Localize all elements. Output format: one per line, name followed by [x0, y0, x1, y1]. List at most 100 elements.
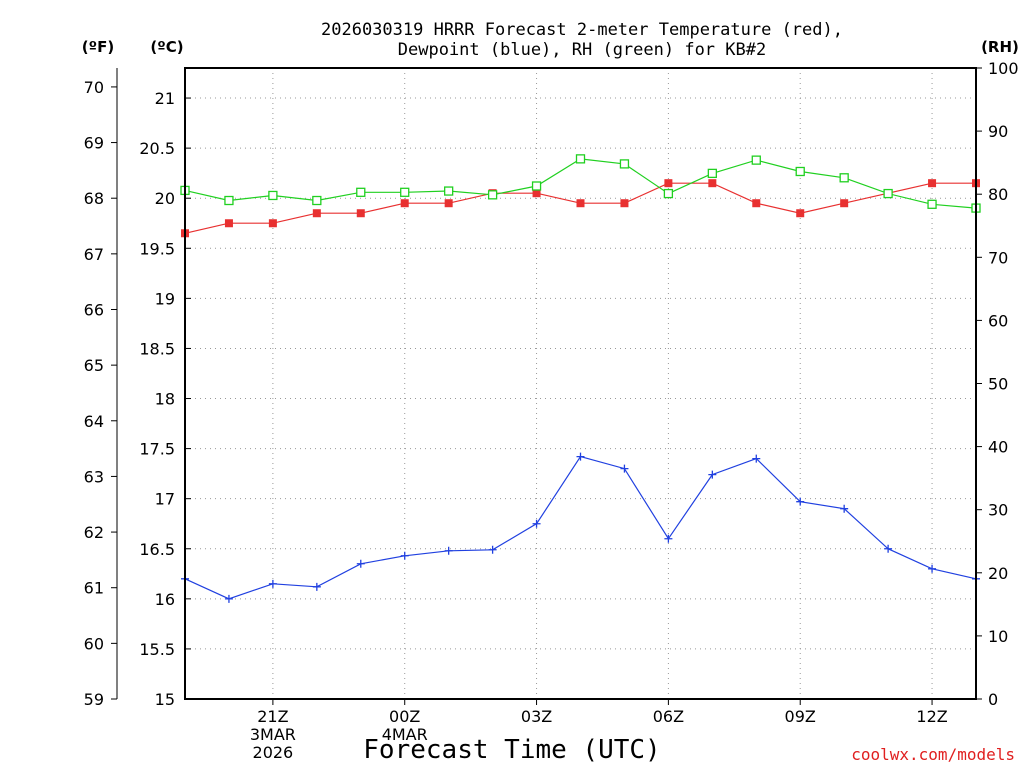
fahrenheit-tick-label: 66: [84, 300, 104, 319]
temperature-point: [752, 199, 761, 208]
dewpoint-point: [312, 582, 321, 591]
temperature-point: [312, 209, 321, 218]
rh-tick-label: 40: [988, 438, 1008, 457]
temperature-point: [400, 199, 409, 208]
temperature-point: [708, 179, 717, 188]
dewpoint-point: [356, 559, 365, 568]
temperature-point: [928, 179, 937, 188]
fahrenheit-tick-label: 65: [84, 356, 104, 375]
chart-title-line2: Dewpoint (blue), RH (green) for KB#2: [398, 40, 766, 60]
plot-frame: [184, 67, 977, 700]
rh-point: [400, 187, 410, 197]
celsius-tick-label: 21: [155, 89, 175, 108]
x-tick-label: 21Z: [257, 707, 288, 726]
x-tick-label: 12Z: [916, 707, 947, 726]
rh-unit-label: (RH): [981, 38, 1019, 56]
chart-title-line1: 2026030319 HRRR Forecast 2-meter Tempera…: [321, 20, 843, 40]
dewpoint-point: [620, 464, 629, 473]
dewpoint-point: [796, 497, 805, 506]
rh-tick-label: 60: [988, 311, 1008, 330]
x-tick-label: 4MAR: [382, 725, 428, 744]
x-tick-label: 3MAR: [250, 725, 296, 744]
temperature-point: [796, 209, 805, 218]
celsius-tick-label: 16.5: [139, 540, 175, 559]
temperature-point: [356, 209, 365, 218]
rh-point: [268, 190, 278, 201]
fahrenheit-tick-label: 67: [84, 245, 104, 264]
celsius-tick-label: 16: [155, 590, 175, 609]
celsius-tick-label: 17.5: [139, 440, 175, 459]
rh-tick-label: 70: [988, 248, 1008, 267]
fahrenheit-tick-label: 62: [84, 523, 104, 542]
rh-point: [839, 173, 849, 183]
temperature-point: [840, 199, 849, 208]
dewpoint-point: [664, 534, 673, 543]
celsius-tick-label: 18.5: [139, 339, 175, 358]
rh-tick-label: 80: [988, 185, 1008, 204]
rh-point: [575, 154, 586, 164]
rh-point: [312, 195, 322, 206]
rh-point: [707, 168, 717, 179]
dewpoint-point: [224, 594, 233, 603]
celsius-tick-label: 20: [155, 189, 175, 208]
axis-layer: 15 15.5 16 16.5 17 17.5 18 18.5 19 19.5 20 20.5 21 59…: [84, 59, 1019, 762]
rh-point: [795, 166, 805, 177]
rh-point: [927, 199, 937, 209]
dewpoint-point: [840, 504, 849, 513]
dewpoint-line: [184, 455, 977, 600]
rh-point: [356, 187, 366, 197]
dewpoint-point: [708, 470, 717, 479]
rh-point: [751, 155, 761, 165]
celsius-tick-label: 15.5: [139, 640, 175, 659]
fahrenheit-tick-label: 70: [84, 78, 104, 97]
temperature-point: [664, 179, 673, 188]
dewpoint-point: [444, 546, 453, 555]
x-tick-label: 2026: [253, 743, 294, 762]
rh-tick-label: 50: [988, 375, 1008, 394]
dewpoint-point: [532, 519, 541, 528]
temperature-point: [620, 199, 629, 208]
rh-point: [444, 186, 454, 196]
rh-point: [663, 188, 674, 199]
rh-point: [487, 190, 498, 200]
temperature-line: [184, 182, 976, 234]
rh-tick-label: 100: [988, 59, 1019, 78]
fahrenheit-tick-label: 60: [84, 634, 104, 653]
x-tick-label: 03Z: [521, 707, 552, 726]
dewpoint-point: [488, 545, 497, 554]
celsius-unit-label: (ºC): [150, 38, 183, 56]
rh-point: [619, 159, 630, 169]
rh-point: [531, 181, 542, 191]
temperature-point: [532, 189, 541, 198]
dewpoint-point: [400, 551, 409, 560]
rh-tick-label: 20: [988, 564, 1008, 583]
celsius-tick-label: 19: [155, 289, 175, 308]
dewpoint-point: [268, 579, 277, 588]
rh-tick-label: 90: [988, 122, 1008, 141]
grid-layer: [185, 68, 976, 700]
rh-point: [224, 195, 234, 206]
rh-tick-label: 10: [988, 627, 1008, 646]
fahrenheit-tick-label: 69: [84, 134, 104, 153]
celsius-tick-label: 20.5: [139, 139, 175, 158]
rh-point: [883, 188, 893, 199]
temperature-point: [268, 219, 277, 228]
x-tick-label: 09Z: [785, 707, 816, 726]
celsius-tick-label: 18: [155, 390, 175, 409]
temperature-point: [224, 219, 233, 228]
fahrenheit-tick-label: 64: [84, 412, 104, 431]
dewpoint-point: [576, 452, 585, 461]
temperature-point: [444, 199, 453, 208]
celsius-tick-label: 17: [155, 490, 175, 509]
celsius-tick-label: 15: [155, 690, 175, 709]
fahrenheit-tick-label: 61: [84, 579, 104, 598]
fahrenheit-tick-label: 68: [84, 189, 104, 208]
fahrenheit-tick-label: 59: [84, 690, 104, 709]
rh-tick-label: 0: [988, 690, 998, 709]
fahrenheit-unit-label: (ºF): [82, 38, 114, 56]
dewpoint-point: [752, 454, 761, 463]
credit-label: coolwx.com/models: [851, 745, 1015, 764]
x-tick-label: 00Z: [389, 707, 420, 726]
dewpoint-point: [928, 564, 937, 573]
